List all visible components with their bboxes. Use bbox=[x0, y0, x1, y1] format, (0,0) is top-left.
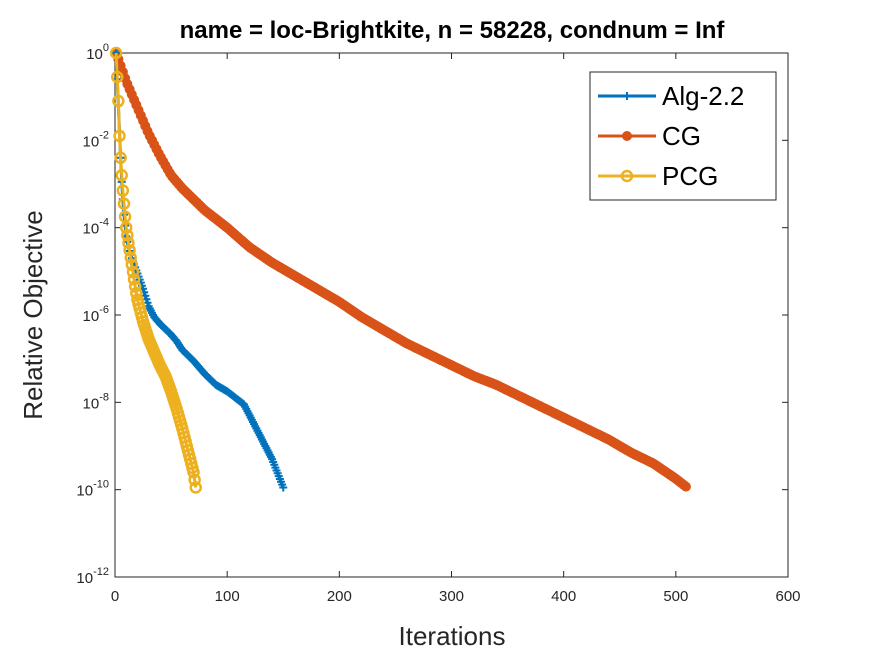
data-point bbox=[113, 129, 126, 143]
legend-label: Alg-2.2 bbox=[662, 81, 744, 111]
y-tick-label: 10-8 bbox=[83, 391, 109, 412]
y-tick-exponent: -4 bbox=[99, 217, 109, 229]
legend-marker bbox=[623, 92, 631, 100]
y-tick-base: 10 bbox=[76, 483, 93, 500]
y-tick-base: 10 bbox=[86, 46, 103, 63]
x-tick-label: 600 bbox=[775, 588, 800, 605]
x-tick-label: 500 bbox=[663, 588, 688, 605]
data-point bbox=[189, 481, 203, 494]
legend: Alg-2.2 CG PCG bbox=[589, 71, 777, 201]
data-point bbox=[130, 286, 143, 300]
y-tick-base: 10 bbox=[83, 221, 100, 238]
data-point bbox=[128, 280, 142, 293]
legend-label: PCG bbox=[662, 161, 718, 191]
y-tick-exponent: -10 bbox=[93, 479, 109, 491]
x-tick-label: 100 bbox=[215, 588, 240, 605]
x-tick-label: 200 bbox=[327, 588, 352, 605]
x-tick-label: 0 bbox=[111, 588, 119, 605]
data-point bbox=[123, 243, 136, 257]
data-point bbox=[114, 151, 127, 165]
data-point bbox=[117, 197, 131, 210]
y-axis-label: Relative Objective bbox=[18, 210, 48, 420]
legend-label: CG bbox=[662, 121, 701, 151]
y-tick-exponent: -12 bbox=[93, 566, 109, 578]
y-tick-base: 10 bbox=[83, 133, 100, 150]
data-point bbox=[127, 273, 141, 286]
data-point bbox=[122, 236, 135, 250]
legend-marker bbox=[620, 169, 634, 183]
data-point bbox=[109, 46, 123, 60]
data-point bbox=[125, 258, 139, 272]
series-cg bbox=[111, 48, 691, 492]
y-tick-label: 10-12 bbox=[76, 566, 109, 587]
data-point bbox=[121, 229, 134, 242]
data-point bbox=[110, 70, 124, 84]
y-tick-label: 100 bbox=[86, 42, 109, 63]
data-point bbox=[116, 184, 130, 197]
chart-title: name = loc-Brightkite, n = 58228, condnu… bbox=[180, 17, 726, 44]
y-tick-exponent: 0 bbox=[103, 42, 109, 54]
data-point bbox=[112, 94, 125, 108]
data-point bbox=[126, 265, 140, 279]
data-point bbox=[279, 483, 288, 492]
y-tick-label: 10-6 bbox=[83, 304, 109, 325]
data-point bbox=[680, 481, 691, 492]
y-tick-base: 10 bbox=[83, 308, 100, 325]
y-tick-label: 10-2 bbox=[83, 129, 109, 150]
y-tick-exponent: -2 bbox=[99, 129, 109, 141]
y-tick-exponent: -8 bbox=[99, 391, 109, 403]
x-tick-label: 300 bbox=[439, 588, 464, 605]
y-tick-label: 10-10 bbox=[76, 479, 109, 500]
series-layer bbox=[109, 46, 691, 494]
axis-ticks: 0 100 200 300 400 500 60010010-210-410-610-810… bbox=[76, 42, 800, 605]
data-point bbox=[124, 251, 137, 264]
legend-marker bbox=[622, 131, 632, 141]
series-pcg bbox=[109, 46, 203, 494]
data-point bbox=[115, 169, 128, 182]
data-point bbox=[119, 221, 133, 234]
y-tick-base: 10 bbox=[76, 570, 93, 587]
data-point bbox=[187, 465, 200, 479]
x-axis-label: Iterations bbox=[399, 621, 506, 651]
y-tick-base: 10 bbox=[83, 395, 100, 412]
x-tick-label: 400 bbox=[551, 588, 576, 605]
y-tick-exponent: -6 bbox=[99, 304, 109, 316]
data-point bbox=[188, 473, 201, 487]
y-tick-label: 10-4 bbox=[83, 217, 109, 238]
